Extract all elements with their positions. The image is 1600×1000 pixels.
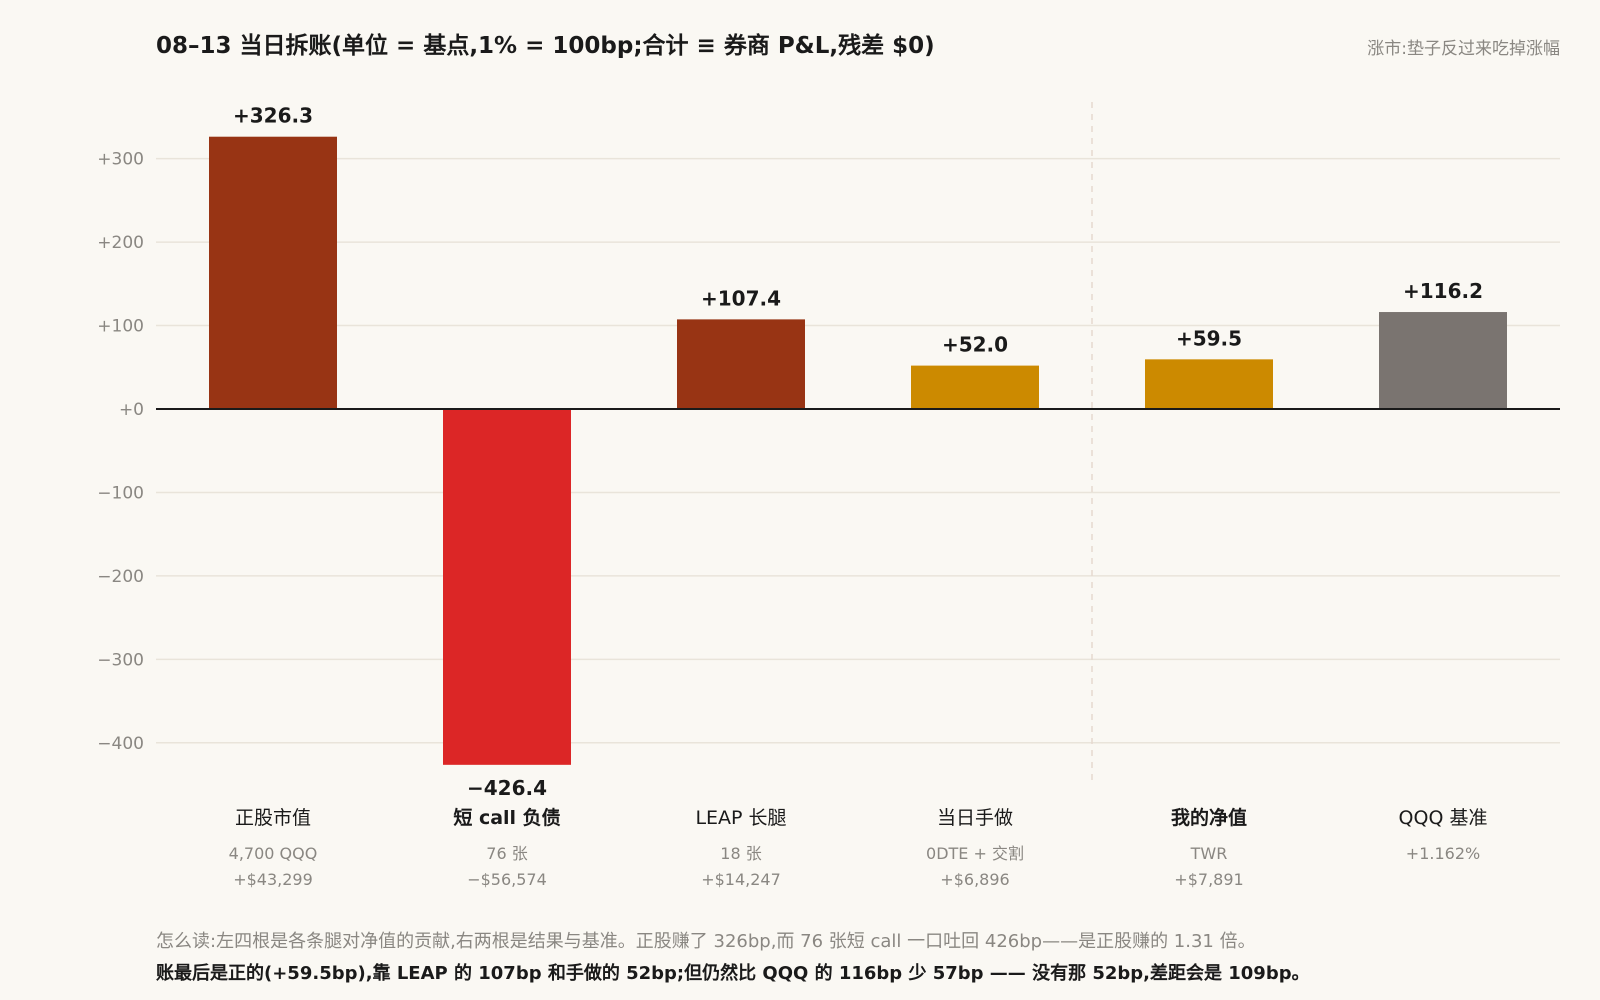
x-category-label: 短 call 负债 xyxy=(453,806,560,829)
chart-title: 08–13 当日拆账(单位 = 基点,1% = 100bp;合计 ≡ 券商 P&… xyxy=(156,33,935,59)
note-line-2: 账最后是正的(+59.5bp),靠 LEAP 的 107bp 和手做的 52bp… xyxy=(156,963,1310,984)
y-tick-label: +0 xyxy=(119,400,144,420)
reading-notes: 怎么读:左四根是各条腿对净值的贡献,右两根是结果与基准。正股赚了 326bp,而… xyxy=(156,926,1576,990)
x-category-sublabel: +$6,896 xyxy=(940,870,1009,889)
x-category-label: 我的净值 xyxy=(1171,806,1247,829)
y-tick-label: +300 xyxy=(97,150,144,170)
chart-subtitle: 涨市:垫子反过来吃掉涨幅 xyxy=(1367,39,1560,59)
bar-value-label: +52.0 xyxy=(942,333,1008,357)
bar xyxy=(1379,312,1507,409)
x-category-sublabel: −$56,574 xyxy=(467,870,547,889)
bar xyxy=(1145,359,1273,409)
x-category-label: LEAP 长腿 xyxy=(695,807,786,829)
x-category-sublabel: TWR xyxy=(1190,844,1228,863)
bar xyxy=(443,409,571,765)
note-line-1: 怎么读:左四根是各条腿对净值的贡献,右两根是结果与基准。正股赚了 326bp,而… xyxy=(156,931,1256,952)
x-category-sublabel: 76 张 xyxy=(486,844,527,863)
x-category-sublabel: +1.162% xyxy=(1406,844,1480,863)
bar-value-label: −426.4 xyxy=(467,776,547,800)
x-category-sublabel: +$14,247 xyxy=(701,870,781,889)
y-tick-label: −400 xyxy=(97,734,144,754)
bar-value-label: +116.2 xyxy=(1403,279,1483,303)
x-category-sublabel: 0DTE + 交割 xyxy=(926,844,1024,863)
x-category-label: QQQ 基准 xyxy=(1399,807,1488,829)
x-category-sublabel: 4,700 QQQ xyxy=(229,844,318,863)
y-tick-label: −300 xyxy=(97,650,144,670)
bar-value-label: +59.5 xyxy=(1176,326,1242,350)
bar xyxy=(911,365,1039,409)
bar xyxy=(209,136,337,410)
y-tick-label: −200 xyxy=(97,567,144,587)
x-category-sublabel: +$43,299 xyxy=(233,870,313,889)
x-category-sublabel: 18 张 xyxy=(720,844,761,863)
x-category-label: 当日手做 xyxy=(937,807,1013,829)
x-category-label: 正股市值 xyxy=(235,807,311,829)
bar xyxy=(677,319,805,409)
bar-value-label: +107.4 xyxy=(701,286,781,310)
bar-value-label: +326.3 xyxy=(233,104,313,128)
x-category-sublabel: +$7,891 xyxy=(1174,870,1243,889)
bar-chart: +300 +200 +100 +0 −100 −200 −300 −400 +326.3 正股市值… xyxy=(97,102,1560,889)
y-tick-label: +200 xyxy=(97,233,144,253)
y-tick-label: +100 xyxy=(97,317,144,337)
y-tick-label: −100 xyxy=(97,483,144,503)
